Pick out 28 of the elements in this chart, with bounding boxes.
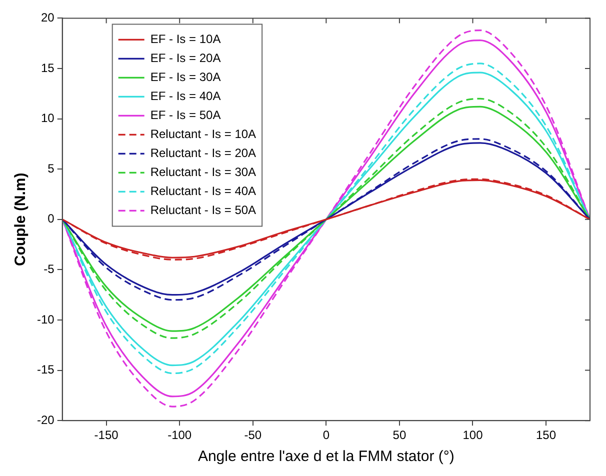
x-tick-label: 0	[322, 428, 330, 442]
x-tick-label: -150	[94, 428, 119, 442]
legend-label: EF - Is = 50A	[150, 108, 221, 122]
legend-label: Reluctant - Is = 20A	[150, 146, 256, 160]
legend-label: EF - Is = 20A	[150, 51, 221, 66]
y-tick-label: 10	[40, 111, 55, 126]
y-tick-label: -15	[37, 362, 55, 377]
y-tick-label: -5	[44, 262, 55, 276]
legend-label: Reluctant - Is = 10A	[150, 127, 256, 142]
legend-label: Reluctant - Is = 50A	[150, 203, 256, 218]
x-axis-title: Angle entre l'axe d et la FMM stator (°)	[198, 448, 454, 466]
x-tick-label: -50	[244, 428, 262, 442]
y-tick-label: 0	[48, 212, 55, 226]
legend-label: Reluctant - Is = 40A	[150, 184, 256, 198]
y-tick-label: 15	[40, 60, 55, 75]
x-tick-label: 50	[392, 428, 406, 442]
y-tick-label: -10	[37, 312, 55, 326]
y-axis-title: Couple (N.m)	[12, 172, 30, 266]
x-tick-label: -100	[168, 428, 192, 442]
legend-label: EF - Is = 40A	[150, 89, 221, 104]
y-tick-label: 5	[48, 161, 55, 176]
x-tick-label: 100	[462, 428, 484, 442]
x-tick-label: 150	[536, 428, 556, 442]
legend-label: Reluctant - Is = 30A	[150, 165, 256, 180]
legend-label: EF - Is = 10A	[150, 32, 221, 46]
legend-label: EF - Is = 30A	[150, 70, 221, 84]
y-tick-label: -20	[37, 412, 55, 427]
y-tick-label: 20	[40, 10, 55, 25]
